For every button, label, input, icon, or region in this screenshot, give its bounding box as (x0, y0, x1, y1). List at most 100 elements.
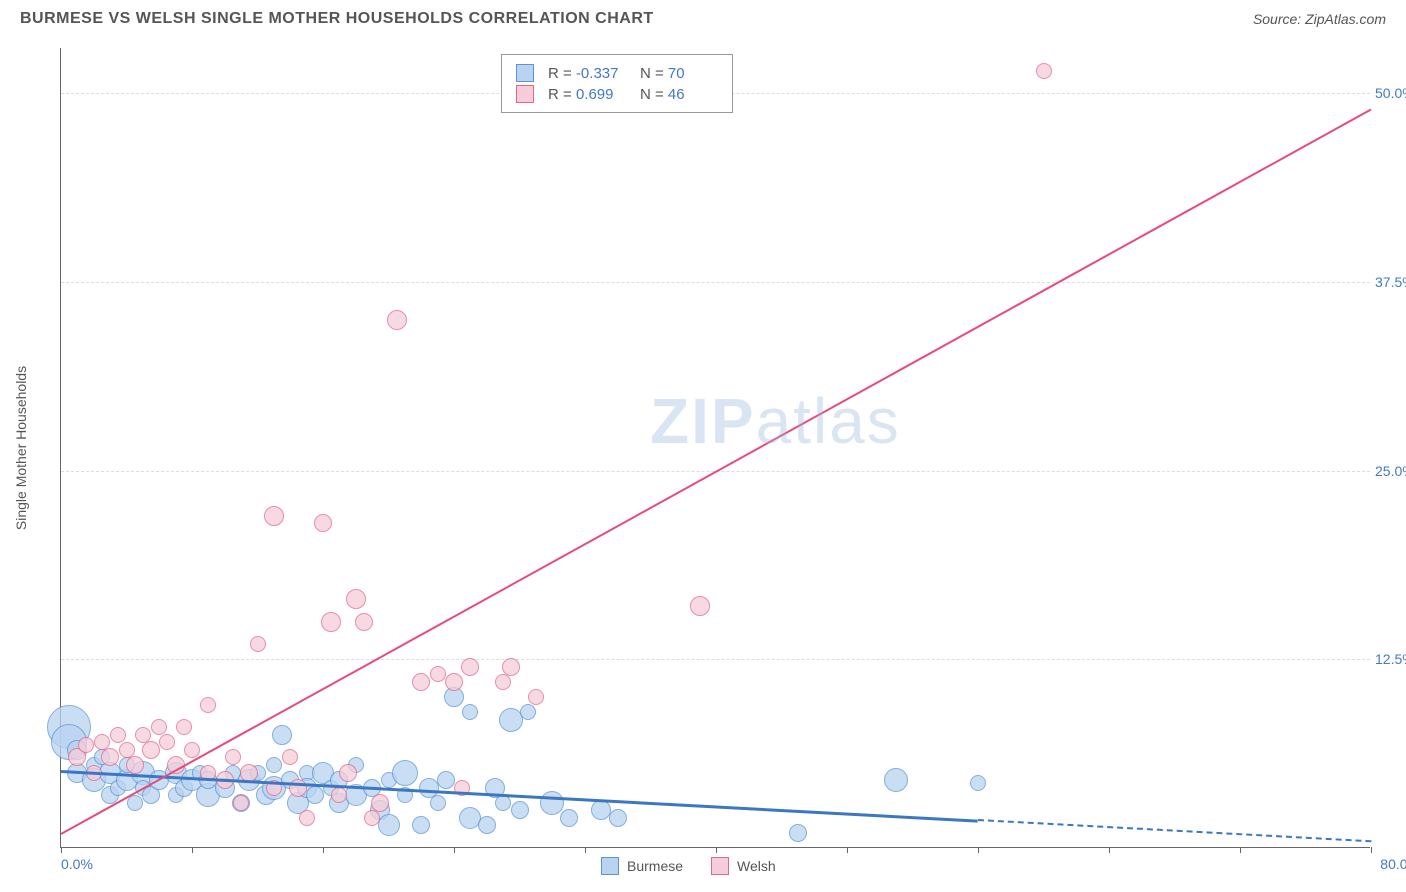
data-point (321, 612, 341, 632)
data-point (789, 824, 807, 842)
burmese-n-value: 70 (668, 65, 718, 82)
x-start-label: 0.0% (61, 856, 93, 872)
data-point (478, 816, 496, 834)
data-point (528, 689, 544, 705)
burmese-swatch (516, 64, 534, 82)
x-tick (192, 847, 193, 853)
data-point (540, 791, 564, 815)
data-point (884, 768, 908, 792)
data-point (282, 749, 298, 765)
data-point (159, 734, 175, 750)
source-attribution: Source: ZipAtlas.com (1253, 11, 1386, 27)
data-point (560, 809, 578, 827)
data-point (264, 506, 284, 526)
watermark-bold: ZIP (650, 385, 756, 457)
r-label: R = (548, 65, 572, 82)
data-point (240, 764, 258, 782)
x-tick (1240, 847, 1241, 853)
data-point (250, 636, 266, 652)
trend-line-extrapolated (978, 819, 1371, 842)
data-point (331, 787, 347, 803)
burmese-legend-swatch (601, 857, 619, 875)
scatter-chart: Single Mother Households 12.5%25.0%37.5%… (60, 48, 1370, 848)
y-tick-label: 12.5% (1375, 651, 1406, 667)
watermark: ZIPatlas (650, 384, 901, 458)
data-point (387, 310, 407, 330)
data-point (346, 589, 366, 609)
data-point (970, 775, 986, 791)
chart-title: BURMESE VS WELSH SINGLE MOTHER HOUSEHOLD… (20, 10, 654, 28)
data-point (690, 596, 710, 616)
y-tick-label: 25.0% (1375, 463, 1406, 479)
data-point (412, 816, 430, 834)
data-point (306, 786, 324, 804)
data-point (495, 674, 511, 690)
n-label: N = (640, 65, 664, 82)
welsh-swatch (516, 85, 534, 103)
data-point (266, 757, 282, 773)
y-axis-title: Single Mother Households (13, 365, 29, 529)
data-point (520, 704, 536, 720)
x-tick (716, 847, 717, 853)
data-point (355, 613, 373, 631)
data-point (176, 719, 192, 735)
data-point (378, 814, 400, 836)
stats-row-welsh: R = 0.699 N = 46 (516, 85, 718, 103)
x-tick (1371, 847, 1372, 853)
data-point (609, 809, 627, 827)
data-point (412, 673, 430, 691)
data-point (184, 742, 200, 758)
legend-item-burmese: Burmese (601, 857, 683, 875)
series-legend: Burmese Welsh (601, 857, 776, 875)
data-point (110, 727, 126, 743)
data-point (511, 801, 529, 819)
n-label: N = (640, 86, 664, 103)
welsh-legend-swatch (711, 857, 729, 875)
x-tick (323, 847, 324, 853)
x-tick (847, 847, 848, 853)
data-point (151, 719, 167, 735)
welsh-r-value: 0.699 (576, 86, 626, 103)
watermark-light: atlas (756, 385, 901, 457)
data-point (126, 756, 144, 774)
data-point (1036, 63, 1052, 79)
y-tick-label: 50.0% (1375, 85, 1406, 101)
x-tick (61, 847, 62, 853)
y-tick-label: 37.5% (1375, 274, 1406, 290)
data-point (200, 697, 216, 713)
data-point (430, 795, 446, 811)
data-point (462, 704, 478, 720)
legend-item-welsh: Welsh (711, 857, 776, 875)
data-point (502, 658, 520, 676)
gridline (61, 659, 1370, 660)
data-point (392, 760, 418, 786)
gridline (61, 282, 1370, 283)
data-point (364, 810, 380, 826)
data-point (78, 737, 94, 753)
stats-row-burmese: R = -0.337 N = 70 (516, 64, 718, 82)
data-point (339, 764, 357, 782)
data-point (495, 795, 511, 811)
data-point (142, 741, 160, 759)
x-tick (585, 847, 586, 853)
x-tick (978, 847, 979, 853)
data-point (289, 779, 307, 797)
correlation-stats-box: R = -0.337 N = 70 R = 0.699 N = 46 (501, 54, 733, 113)
data-point (445, 673, 463, 691)
data-point (461, 658, 479, 676)
data-point (233, 795, 249, 811)
data-point (371, 794, 389, 812)
welsh-n-value: 46 (668, 86, 718, 103)
burmese-legend-label: Burmese (627, 858, 683, 874)
data-point (225, 749, 241, 765)
x-end-label: 80.0% (1380, 856, 1406, 872)
data-point (430, 666, 446, 682)
welsh-legend-label: Welsh (737, 858, 776, 874)
x-tick (1109, 847, 1110, 853)
data-point (299, 810, 315, 826)
data-point (272, 725, 292, 745)
r-label: R = (548, 86, 572, 103)
data-point (314, 514, 332, 532)
data-point (437, 771, 455, 789)
burmese-r-value: -0.337 (576, 65, 626, 82)
